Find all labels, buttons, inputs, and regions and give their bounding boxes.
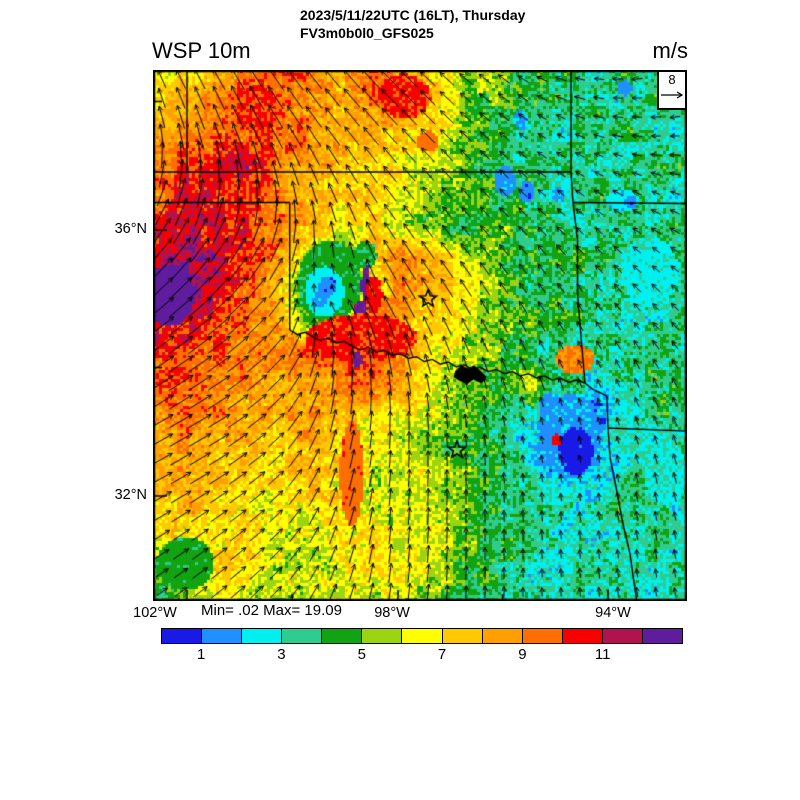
- colorbar-tick-label: 7: [437, 646, 447, 663]
- colorbar-segment: [162, 629, 203, 643]
- colorbar-segment: [482, 629, 523, 643]
- plot-model-title: FV3m0b0l0_GFS025: [300, 25, 434, 41]
- colorbar-segment: [322, 629, 363, 643]
- colorbar-segment: [282, 629, 323, 643]
- colorbar-tick-label: 1: [196, 646, 206, 663]
- colorbar-tick-label: 3: [277, 646, 286, 663]
- colorbar-tick-label: 5: [357, 646, 366, 663]
- colorbar-segment: [202, 629, 243, 643]
- lon-tick-label: 94°W: [595, 605, 631, 621]
- colorbar-segment: [442, 629, 483, 643]
- map-area: 8: [153, 70, 687, 601]
- minmax-stats: Min= .02 Max= 19.09: [201, 602, 342, 619]
- colorbar-segment: [602, 629, 643, 643]
- plot-datetime-title: 2023/5/11/22UTC (16LT), Thursday: [300, 7, 526, 23]
- wind-field-canvas: [153, 70, 687, 601]
- colorbar-segment: [362, 629, 403, 643]
- colorbar-segment: [242, 629, 283, 643]
- lon-tick-label: 102°W: [133, 605, 177, 621]
- colorbar: [161, 628, 683, 644]
- units-label: m/s: [652, 38, 688, 63]
- colorbar-segment: [522, 629, 563, 643]
- colorbar-tick-label: 9: [518, 646, 527, 663]
- reference-vector-box: 8: [657, 70, 687, 110]
- colorbar-segment: [642, 629, 683, 643]
- field-title: WSP 10m: [152, 38, 251, 63]
- reference-arrow-icon: [661, 91, 684, 99]
- colorbar-segment: [562, 629, 603, 643]
- colorbar-segment: [402, 629, 443, 643]
- lon-tick-label: 98°W: [374, 605, 410, 621]
- lat-tick-label: 32°N: [114, 486, 147, 503]
- colorbar-tick-label: 11: [594, 646, 611, 663]
- lat-tick-label: 36°N: [114, 220, 147, 237]
- reference-vector-value: 8: [668, 72, 676, 87]
